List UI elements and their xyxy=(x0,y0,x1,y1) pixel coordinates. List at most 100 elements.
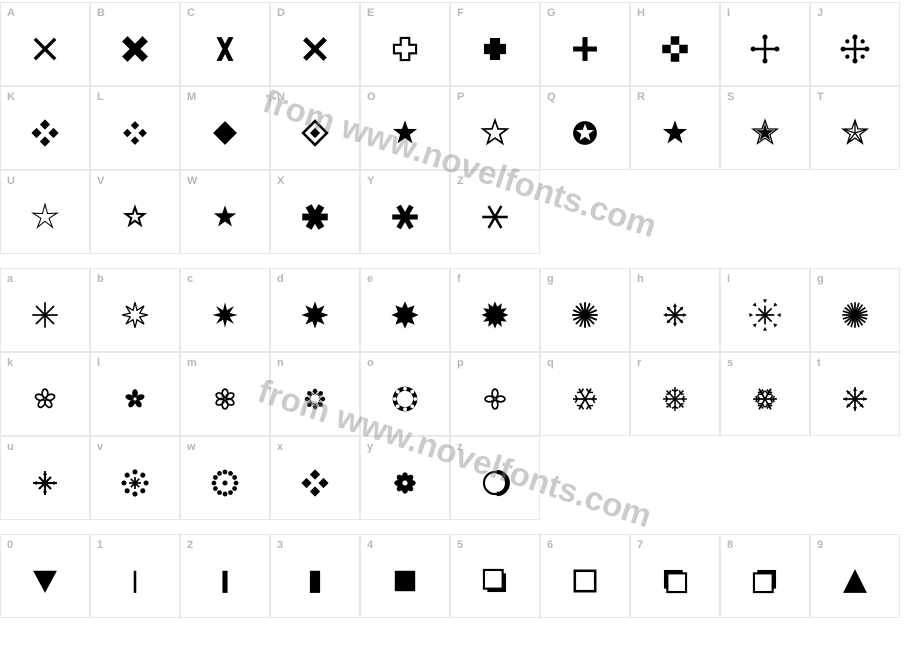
glyph-star5-shaded xyxy=(208,200,242,234)
glyph-star8-outline xyxy=(118,298,152,332)
glyph-star5-lines xyxy=(838,116,872,150)
cell-label: E xyxy=(367,7,374,19)
cell-label: i xyxy=(727,273,730,285)
cell-label: 7 xyxy=(637,539,643,551)
glyph-x-thin xyxy=(28,32,62,66)
glyph-star5-double xyxy=(748,116,782,150)
cell-lowercase-v: v xyxy=(90,436,180,520)
cell-label: 1 xyxy=(97,539,103,551)
cell-digits-8: 8 xyxy=(720,534,810,618)
glyph-asterisk6-thin xyxy=(478,200,512,234)
section-uppercase: ABCDEFGHIJKLMNOPQRSTUVWXYZ xyxy=(0,2,911,254)
cell-uppercase-R: R xyxy=(630,86,720,170)
cell-uppercase-V: V xyxy=(90,170,180,254)
cell-label: v xyxy=(97,441,103,453)
cell-label: J xyxy=(817,7,823,19)
glyph-square-outline xyxy=(568,564,602,598)
cell-label: 6 xyxy=(547,539,553,551)
cell-label: A xyxy=(7,7,15,19)
cell-label: y xyxy=(367,441,373,453)
cell-lowercase-r: r xyxy=(630,352,720,436)
cell-label: Q xyxy=(547,91,556,103)
glyph-bar-wide xyxy=(298,564,332,598)
glyph-plus-thin xyxy=(568,32,602,66)
cell-label: h xyxy=(637,273,644,285)
cell-label: C xyxy=(187,7,195,19)
cell-lowercase-l: l xyxy=(90,352,180,436)
glyph-plus-dots-diag xyxy=(838,32,872,66)
cell-label: d xyxy=(277,273,284,285)
glyph-flower5-solid xyxy=(118,382,152,416)
section-digits: 0123456789 xyxy=(0,534,911,618)
glyph-burst12 xyxy=(478,298,512,332)
glyph-flower6-outline xyxy=(208,382,242,416)
cell-label: k xyxy=(7,357,13,369)
glyph-star5-banner xyxy=(118,200,152,234)
glyph-diamond-outline xyxy=(298,116,332,150)
cell-lowercase-d: d xyxy=(270,268,360,352)
cell-digits-3: 3 xyxy=(270,534,360,618)
cell-label: m xyxy=(187,357,197,369)
cell-uppercase-G: G xyxy=(540,2,630,86)
cell-label: P xyxy=(457,91,464,103)
cell-uppercase-I: I xyxy=(720,2,810,86)
glyph-flower8 xyxy=(388,466,422,500)
glyph-star8-solid xyxy=(208,298,242,332)
cell-label: V xyxy=(97,175,104,187)
cell-lowercase-t: t xyxy=(810,352,900,436)
cell-label: Y xyxy=(367,175,374,187)
cell-digits-0: 0 xyxy=(0,534,90,618)
cell-uppercase-O: O xyxy=(360,86,450,170)
cell-uppercase-K: K xyxy=(0,86,90,170)
glyph-four-diamonds xyxy=(28,116,62,150)
glyph-triangle-up xyxy=(838,564,872,598)
glyph-star8-bold xyxy=(298,298,332,332)
glyph-asterisk6-med xyxy=(388,200,422,234)
cell-uppercase-W: W xyxy=(180,170,270,254)
cell-lowercase-g: g xyxy=(540,268,630,352)
cell-lowercase-i: i xyxy=(720,268,810,352)
cell-uppercase-D: D xyxy=(270,2,360,86)
cell-label: f xyxy=(457,273,461,285)
cell-lowercase-b: b xyxy=(90,268,180,352)
cell-lowercase-h: h xyxy=(630,268,720,352)
cell-label: S xyxy=(727,91,734,103)
cell-lowercase-o: o xyxy=(360,352,450,436)
cell-uppercase-S: S xyxy=(720,86,810,170)
cell-uppercase-Q: Q xyxy=(540,86,630,170)
cell-label: N xyxy=(277,91,285,103)
cell-label: b xyxy=(97,273,104,285)
cell-label: R xyxy=(637,91,645,103)
glyph-star-circle xyxy=(568,116,602,150)
cell-uppercase-Z: Z xyxy=(450,170,540,254)
glyph-triangle-down xyxy=(28,564,62,598)
glyph-star5-solid xyxy=(388,116,422,150)
glyph-square-shadow-br xyxy=(478,564,512,598)
glyph-burst16 xyxy=(568,298,602,332)
glyph-crescent xyxy=(478,466,512,500)
cell-label: Z xyxy=(457,175,464,187)
cell-lowercase-w: w xyxy=(180,436,270,520)
cell-label: D xyxy=(277,7,285,19)
cell-label: 5 xyxy=(457,539,463,551)
glyph-rosette xyxy=(298,382,332,416)
cell-label: w xyxy=(187,441,196,453)
cell-label: s xyxy=(727,357,733,369)
cell-lowercase-u: u xyxy=(0,436,90,520)
cell-lowercase-x: x xyxy=(270,436,360,520)
glyph-arrows8-in xyxy=(748,298,782,332)
cell-uppercase-F: F xyxy=(450,2,540,86)
cell-label: L xyxy=(97,91,104,103)
cell-lowercase-g: g xyxy=(810,268,900,352)
cell-lowercase-s: s xyxy=(720,352,810,436)
cell-digits-2: 2 xyxy=(180,534,270,618)
glyph-plus-dots xyxy=(748,32,782,66)
glyph-snowflake xyxy=(568,382,602,416)
cell-label: F xyxy=(457,7,464,19)
glyph-plus-solid xyxy=(478,32,512,66)
glyph-flower5-outline xyxy=(28,382,62,416)
cell-uppercase-U: U xyxy=(0,170,90,254)
cell-label: G xyxy=(547,7,556,19)
cell-label: l xyxy=(97,357,100,369)
cell-label: T xyxy=(817,91,824,103)
